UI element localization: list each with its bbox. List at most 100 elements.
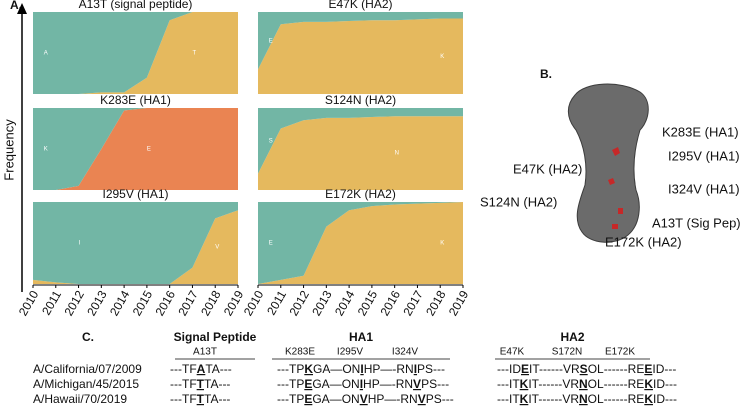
sequence: ---TFTTA--- xyxy=(170,392,230,406)
mutated-residue: V xyxy=(418,392,426,406)
structure-label: K283E (HA1) xyxy=(662,124,739,139)
residues: RE xyxy=(628,392,645,406)
mutation-sites xyxy=(608,147,623,229)
residues: GA— xyxy=(313,362,342,376)
mutation-header: E172K xyxy=(605,347,635,358)
sequence: ---TFTTA--- xyxy=(170,377,230,391)
mutation-header: E47K xyxy=(500,347,525,358)
residues: ---IT xyxy=(497,377,520,391)
sequence: ---TPEGA—ONIHP—-RNVPS--- xyxy=(277,377,449,391)
series-label: T xyxy=(192,51,196,57)
x-tick-label: 2012 xyxy=(286,288,312,318)
x-tick-label: 2018 xyxy=(423,288,449,318)
chart-title: I295V (HA1) xyxy=(102,187,168,201)
residues: GA— xyxy=(312,377,341,391)
area-band xyxy=(258,18,463,95)
area-band xyxy=(33,108,238,190)
residues: PS--- xyxy=(417,362,445,376)
area-band xyxy=(258,202,463,284)
residues: ID--- xyxy=(652,362,676,376)
residues: ---TF xyxy=(170,362,197,376)
structure-label: A13T (Sig Pep) xyxy=(652,215,741,230)
residues: RE xyxy=(628,362,645,376)
residues: RN xyxy=(396,362,413,376)
residues: TA--- xyxy=(204,392,230,406)
residues: VR xyxy=(562,377,579,391)
panel-b-label: B. xyxy=(540,67,552,81)
series-label: K xyxy=(440,54,444,60)
residues: ---TP xyxy=(277,362,304,376)
x-tick-label: 2015 xyxy=(130,288,156,318)
residues: OL------ xyxy=(588,377,628,391)
residues: IT------ xyxy=(528,392,562,406)
area-band xyxy=(258,12,463,70)
sequence: ---ITKIT------VRNOL------REKID--- xyxy=(497,392,677,406)
chart-title: S124N (HA2) xyxy=(325,93,396,107)
residues: TA--- xyxy=(205,362,231,376)
x-tick-label: 2017 xyxy=(400,288,426,318)
mutated-residue: K xyxy=(520,392,529,406)
area-band xyxy=(258,116,463,190)
area-band xyxy=(258,108,463,174)
mutated-residue: T xyxy=(197,377,205,391)
panel-c-label: C. xyxy=(82,330,94,344)
residues: ON xyxy=(342,362,360,376)
residues: VR xyxy=(563,362,580,376)
area-band xyxy=(33,12,238,94)
x-tick-label: 2019 xyxy=(446,288,472,318)
chart-title: E47K (HA2) xyxy=(328,0,392,11)
area-band xyxy=(258,202,463,284)
residues: ---IT xyxy=(497,392,520,406)
mutated-residue: A xyxy=(197,362,206,376)
sequence: ---TPEGA—ONVHP—-RNVPS--- xyxy=(277,392,454,406)
residues: HP—- xyxy=(368,392,401,406)
x-tick-label: 2012 xyxy=(61,288,87,318)
residues: ---ID xyxy=(497,362,521,376)
residues: ---TF xyxy=(170,377,197,391)
x-tick-label: 2014 xyxy=(107,288,133,318)
series-label: K xyxy=(440,241,444,247)
mutation-header: I295V xyxy=(337,347,363,358)
structure-label: I324V (HA1) xyxy=(668,181,740,196)
mutated-residue: V xyxy=(360,392,368,406)
sequence: ---ITKIT------VRNOL------REKID--- xyxy=(497,377,677,391)
mutated-residue: I xyxy=(360,362,363,376)
sequence: ---TFATA--- xyxy=(170,362,232,376)
sequence: ---IDEIT------VRSOL------REEID--- xyxy=(497,362,676,376)
x-tick-label: 2013 xyxy=(309,288,335,318)
residues: OL------ xyxy=(588,362,628,376)
residues: HP—- xyxy=(363,377,396,391)
residues: TA--- xyxy=(204,377,230,391)
residues: IT------ xyxy=(528,377,562,391)
mutated-residue: E xyxy=(644,362,652,376)
protein-structure xyxy=(567,83,649,243)
mutated-residue: T xyxy=(197,392,205,406)
area-band xyxy=(33,108,238,190)
mutated-residue: S xyxy=(580,362,588,376)
mutated-residue: V xyxy=(413,377,421,391)
series-label: A xyxy=(44,51,48,57)
area-band xyxy=(33,202,238,284)
residues: ---TP xyxy=(277,392,304,406)
group-header: Signal Peptide xyxy=(174,330,257,344)
mutated-residue: E xyxy=(304,392,312,406)
x-tick-label: 2018 xyxy=(198,288,224,318)
residues: VR xyxy=(562,392,579,406)
structure-label: E47K (HA2) xyxy=(513,161,582,176)
residues: GA— xyxy=(312,392,341,406)
residues: RN xyxy=(396,377,413,391)
mutation-header: I324V xyxy=(392,347,418,358)
x-tick-label: 2016 xyxy=(153,288,179,318)
mutated-residue: I xyxy=(414,362,417,376)
mutated-residue: N xyxy=(579,377,588,391)
x-tick-label: 2017 xyxy=(175,288,201,318)
panel-a-label: A. xyxy=(10,0,22,12)
strain-name: A/Michigan/45/2015 xyxy=(33,377,139,391)
x-tick-label: 2014 xyxy=(332,288,358,318)
group-header: HA2 xyxy=(560,330,584,344)
y-axis-label: Frequency xyxy=(1,119,16,181)
residues: IT------ xyxy=(529,362,563,376)
group-header: HA1 xyxy=(349,330,373,344)
mutated-residue: K xyxy=(644,377,653,391)
